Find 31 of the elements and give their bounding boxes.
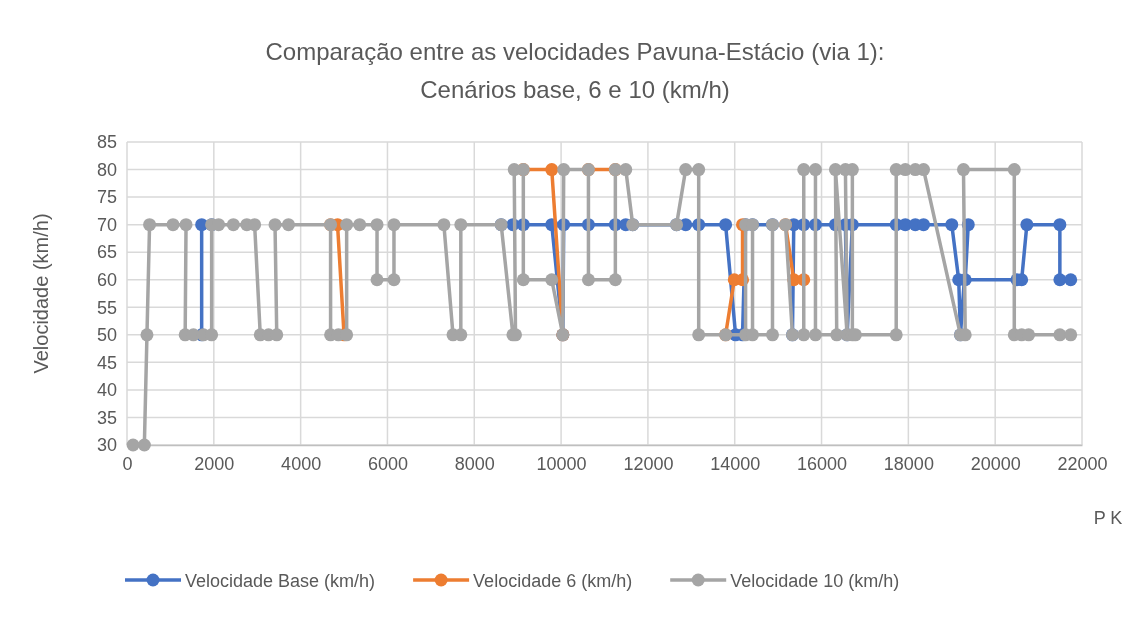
legend-label: Velocidade Base (km/h)	[185, 571, 376, 591]
y-tick-label: 45	[96, 352, 117, 373]
x-tick-label: 0	[122, 453, 133, 474]
x-axis-title: P K	[1093, 508, 1123, 528]
x-tick-label: 14000	[710, 453, 761, 474]
y-tick-label: 50	[96, 325, 117, 346]
chart-title: Comparação entre as velocidades Pavuna-Estácio (via 1):	[265, 38, 885, 65]
x-tick-label: 22000	[1057, 453, 1108, 474]
x-tick-label: 12000	[623, 453, 674, 474]
x-tick-label: 18000	[883, 453, 934, 474]
y-tick-label: 75	[96, 187, 117, 208]
y-tick-label: 85	[96, 132, 117, 153]
y-tick-label: 70	[96, 214, 117, 235]
y-tick-label: 35	[96, 407, 117, 428]
chart-subtitle: Cenários base, 6 e 10 (km/h)	[420, 76, 730, 103]
x-tick-label: 2000	[194, 453, 235, 474]
y-tick-label: 40	[96, 380, 117, 401]
y-tick-label: 55	[96, 297, 117, 318]
legend-label: Velocidade 10 (km/h)	[730, 571, 900, 591]
legend-label: Velocidade 6 (km/h)	[473, 571, 633, 591]
y-tick-label: 30	[96, 435, 117, 456]
y-tick-label: 60	[96, 269, 117, 290]
x-tick-label: 20000	[970, 453, 1021, 474]
x-tick-label: 16000	[797, 453, 848, 474]
y-tick-label: 65	[96, 242, 117, 263]
y-axis-title: Velocidade (km/h)	[30, 213, 52, 374]
x-tick-label: 4000	[281, 453, 322, 474]
x-tick-label: 6000	[367, 453, 408, 474]
x-tick-label: 10000	[536, 453, 587, 474]
y-tick-label: 80	[96, 159, 117, 180]
x-tick-label: 8000	[454, 453, 495, 474]
